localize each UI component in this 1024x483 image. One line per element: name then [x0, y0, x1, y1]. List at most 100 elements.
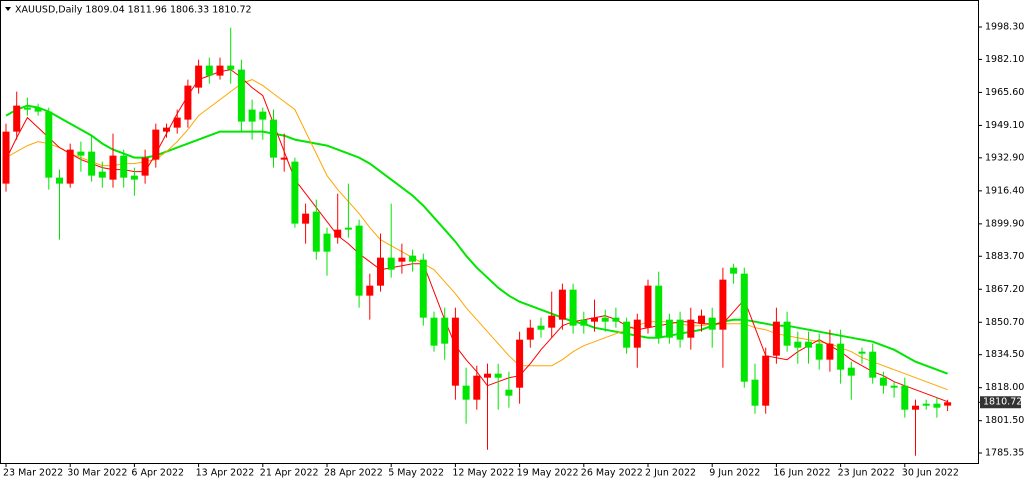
candle-body [869, 351, 877, 378]
y-tick-label: 1932.90 [985, 152, 1024, 163]
x-tick-label: 2 Jun 2022 [645, 468, 696, 479]
candle-body [270, 119, 277, 158]
y-tick-label: 1834.50 [985, 349, 1024, 360]
y-tick-label: 1949.10 [985, 120, 1024, 131]
x-tick-label: 30 Jun 2022 [902, 468, 959, 479]
candle-body [505, 389, 513, 396]
candle-body [66, 149, 74, 184]
candle-body [655, 285, 663, 338]
candle-body [398, 257, 406, 262]
candle-body [441, 317, 449, 344]
candle-body [237, 69, 245, 122]
candle-body [355, 225, 363, 296]
x-tick-label: 16 Jun 2022 [773, 468, 830, 479]
y-tick-label: 1998.30 [985, 22, 1024, 33]
candle-body [216, 65, 224, 76]
y-tick-label: 1883.70 [985, 251, 1024, 262]
candle-body [280, 157, 288, 160]
candle-body [45, 111, 53, 178]
candle-body [665, 319, 673, 338]
x-tick-label: 23 Mar 2022 [3, 468, 63, 479]
candle-body [56, 177, 63, 184]
candle-body [88, 151, 96, 176]
x-tick-label: 9 Jun 2022 [709, 468, 760, 479]
candle-body [152, 129, 160, 160]
candle-body [484, 373, 491, 378]
y-tick-label: 1801.50 [985, 415, 1024, 426]
candle-body [858, 351, 866, 354]
candle-body [259, 111, 267, 120]
candle-body [794, 341, 802, 348]
candles [2, 27, 952, 456]
candle-body [473, 375, 481, 400]
candle-body [623, 321, 631, 348]
y-tick-label: 1850.70 [985, 317, 1024, 328]
candle-body [227, 65, 235, 70]
candle-body [548, 315, 556, 328]
candle-body [815, 343, 823, 360]
y-tick-label: 1785.35 [985, 447, 1024, 458]
candle-body [644, 285, 652, 328]
candle-body [23, 107, 31, 110]
candle-body [173, 117, 181, 128]
x-tick-label: 13 Apr 2022 [196, 468, 255, 479]
candle-body [890, 385, 898, 388]
x-tick-label: 19 May 2022 [517, 468, 579, 479]
candle-body [462, 385, 470, 400]
candle-body [591, 317, 598, 322]
candle-body [248, 109, 256, 122]
x-tick-label: 26 May 2022 [581, 468, 643, 479]
candle-body [77, 151, 85, 156]
candle-body [141, 157, 149, 176]
candle-body [494, 373, 502, 378]
candle-body [109, 155, 117, 180]
y-tick-label: 1965.60 [985, 87, 1024, 98]
candle-body [302, 213, 310, 224]
x-tick-label: 30 Mar 2022 [67, 468, 127, 479]
candle-body [805, 341, 812, 348]
moving-average-line [5, 104, 948, 375]
current-price-label: 1810.72 [983, 397, 1022, 408]
candle-body [601, 317, 609, 322]
candle-body [366, 285, 374, 296]
candle-body [751, 379, 759, 406]
candle-body [783, 321, 791, 346]
candle-body [409, 255, 417, 262]
candle-body [762, 355, 770, 406]
candle-body [612, 317, 620, 322]
x-tick-label: 28 Apr 2022 [324, 468, 383, 479]
menu-triangle [5, 7, 11, 11]
candle-body [344, 227, 352, 230]
current-price-box [980, 396, 1021, 409]
candle-body [130, 175, 138, 180]
x-tick-label: 5 May 2022 [388, 468, 444, 479]
x-tick-label: 12 May 2022 [452, 468, 514, 479]
axes: 1998.30 1982.10 1965.60 1949.10 1932.90 1916.… [3, 22, 1024, 479]
candle-body [291, 161, 299, 224]
y-tick-label: 1982.10 [985, 54, 1024, 65]
x-tick-label: 23 Jun 2022 [838, 468, 895, 479]
candle-body [922, 403, 930, 406]
candle-body [323, 233, 331, 252]
candle-body [430, 317, 438, 346]
candle-body [708, 317, 716, 330]
candle-body [580, 319, 588, 326]
chart-title: XAUUSD,Daily 1809.04 1811.96 1806.33 181… [15, 5, 252, 16]
y-tick-label: 1916.40 [985, 185, 1024, 196]
plot-frame [0, 0, 979, 464]
candle-body [537, 325, 545, 330]
candle-body [13, 105, 21, 132]
y-tick-label: 1899.90 [985, 218, 1024, 229]
candle-body [933, 403, 941, 408]
moving-average-line [5, 79, 948, 391]
candle-body [687, 319, 695, 338]
y-tick-label: 1818.00 [985, 382, 1024, 393]
candle-body [879, 377, 887, 386]
candle-body [633, 319, 641, 348]
candle-body [34, 107, 42, 112]
candle-body [719, 279, 727, 330]
candle-body [2, 131, 10, 184]
candle-body [901, 385, 909, 410]
